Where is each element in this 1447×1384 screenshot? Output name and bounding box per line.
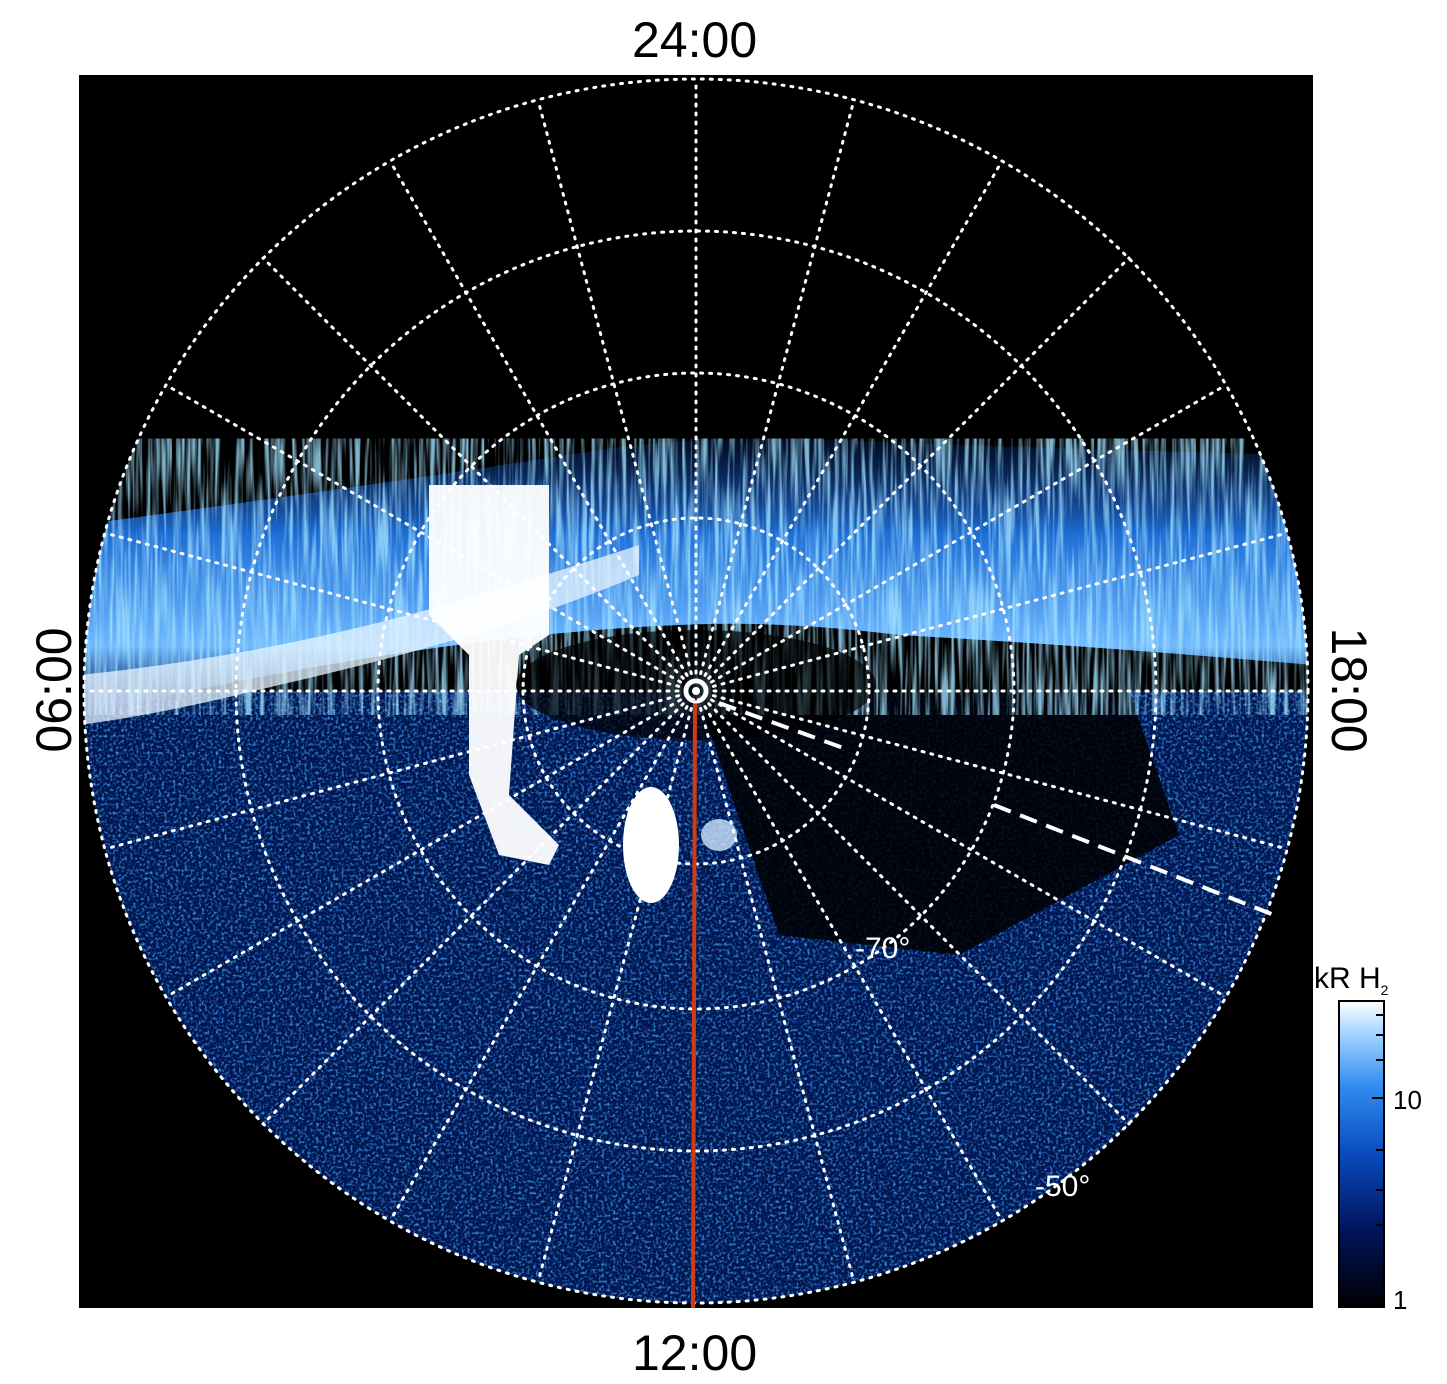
colorbar-gradient [1338, 1000, 1385, 1308]
local-time-label-12: 12:00 [632, 1325, 758, 1381]
polar-aurora-plot: -70° -50° [79, 75, 1313, 1308]
latitude-label-50: -50° [1035, 1170, 1090, 1203]
colorbar-tick-label-10: 10 [1393, 1085, 1422, 1115]
colorbar [1338, 1000, 1385, 1308]
meridian-grid [82, 77, 1310, 1284]
noon-meridian-line [691, 699, 697, 1308]
local-time-label-24: 24:00 [632, 12, 758, 68]
local-time-label-18: 18:00 [1321, 627, 1377, 753]
colorbar-tick-label-1: 1 [1393, 1285, 1408, 1315]
pole-marker-center [692, 687, 700, 695]
latitude-label-70: -70° [855, 932, 910, 965]
pole-marker-icon [683, 678, 709, 704]
local-time-label-06: 06:00 [26, 627, 82, 753]
dashed-boundary-line [718, 701, 1275, 917]
colorbar-title: kR H2 [1314, 962, 1389, 998]
colorbar-ticks [1372, 1014, 1384, 1226]
